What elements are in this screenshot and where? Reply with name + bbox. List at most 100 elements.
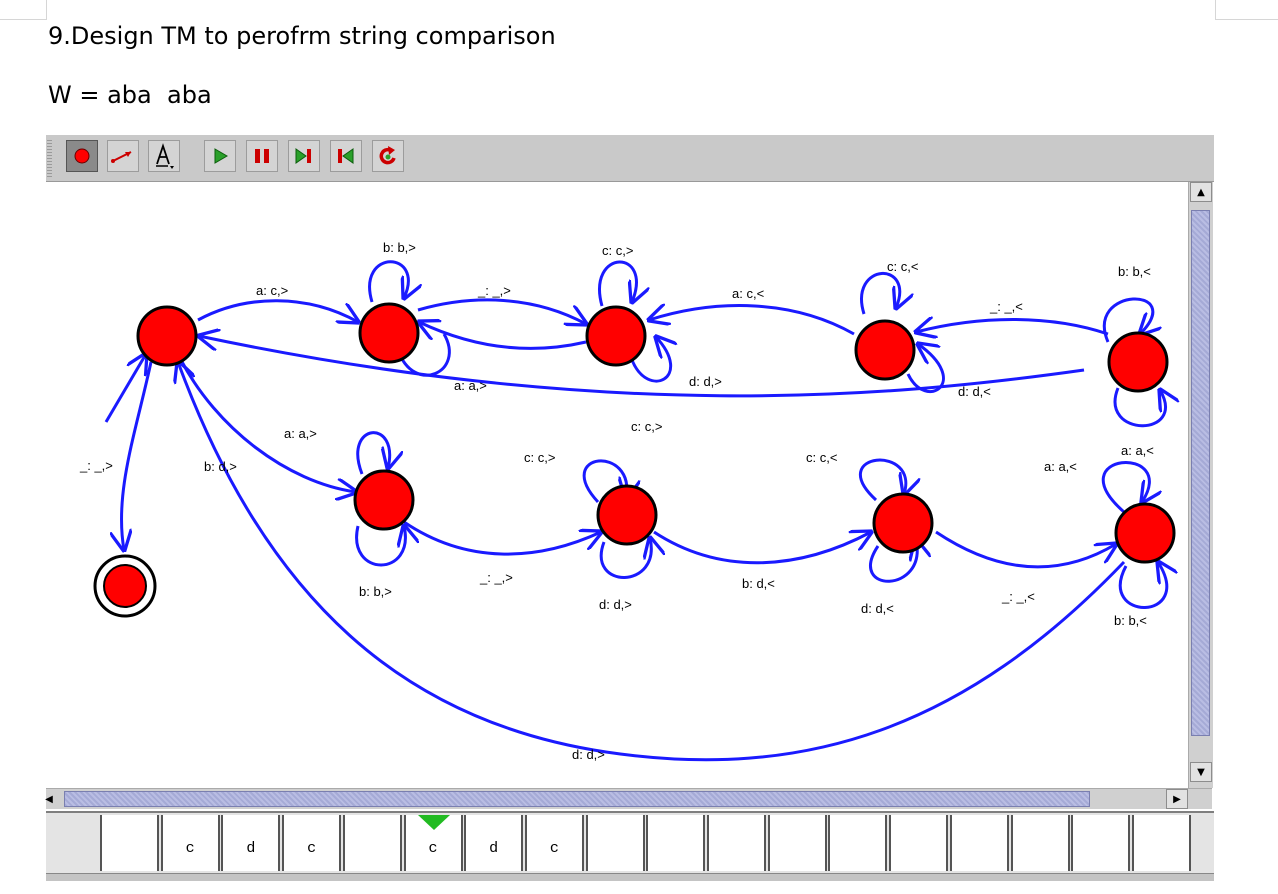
- tape-cell[interactable]: [828, 815, 888, 871]
- pause-button[interactable]: [246, 140, 278, 172]
- state-q8[interactable]: [1114, 502, 1176, 564]
- tape-cell[interactable]: [1071, 815, 1131, 871]
- label-q5-loop-bottom: b: b,>: [359, 584, 392, 599]
- edge-q7-q8[interactable]: [935, 530, 1116, 569]
- scroll-right-button[interactable]: ▶: [1166, 789, 1188, 809]
- edge-q3-q2[interactable]: [649, 306, 855, 336]
- step-forward-button[interactable]: [288, 140, 320, 172]
- state-q3[interactable]: [854, 319, 916, 381]
- edge-q4-q3[interactable]: [916, 320, 1109, 335]
- label-q2-loop-top: c: c,>: [602, 243, 633, 258]
- loop-q6-top[interactable]: [582, 459, 627, 504]
- tape-cell[interactable]: [707, 815, 766, 871]
- step-back-button[interactable]: [330, 140, 362, 172]
- loop-q6-bottom[interactable]: [600, 538, 651, 579]
- label-q6-loop-top: c: c,>: [524, 450, 555, 465]
- transition-tool-button[interactable]: [107, 140, 139, 172]
- loop-q3-bottom[interactable]: [906, 344, 945, 394]
- tape-scrollbar[interactable]: [46, 873, 1214, 881]
- tape-cell[interactable]: c: [524, 815, 584, 871]
- edge-q8-q0[interactable]: [178, 362, 1126, 762]
- tape-cell[interactable]: [585, 815, 645, 871]
- tape-cell[interactable]: [100, 815, 159, 871]
- edge-q0-q5[interactable]: [179, 359, 356, 492]
- tape-cell[interactable]: [1010, 815, 1070, 871]
- label-q4-q3: _: _,<: [989, 299, 1023, 314]
- state-q2[interactable]: [585, 305, 647, 367]
- letter-a-icon: [156, 143, 174, 169]
- diagram-canvas[interactable]: a: c,> b: b,> _: _,> c: c,> a: a,> d: d,…: [46, 182, 1188, 788]
- scroll-up-button[interactable]: ▲: [1190, 182, 1212, 202]
- page-corner-left-h: [0, 19, 46, 20]
- state-q5[interactable]: [353, 469, 415, 531]
- loop-q1-top[interactable]: [368, 260, 409, 302]
- play-icon: [214, 148, 228, 164]
- label-q5-q6: _: _,>: [479, 570, 513, 585]
- loop-q3-top[interactable]: [860, 272, 900, 315]
- state-tool-button[interactable]: [66, 140, 98, 172]
- tape-cell[interactable]: [646, 815, 706, 871]
- edge-q0-final[interactable]: [121, 361, 153, 550]
- edge-q1-q2[interactable]: [417, 298, 586, 324]
- loop-q5-top[interactable]: [356, 431, 390, 475]
- tape-cell[interactable]: c: [403, 815, 463, 871]
- label-q4-loop: b: b,<: [1118, 264, 1151, 279]
- edge-q4-q0[interactable]: [199, 336, 1085, 398]
- loop-q7-top[interactable]: [858, 458, 905, 502]
- loop-q8-bottom[interactable]: [1118, 562, 1166, 609]
- tape-cell[interactable]: [767, 815, 827, 871]
- vertical-scroll-thumb[interactable]: [1191, 210, 1210, 736]
- page-corner-left: [46, 0, 47, 20]
- horizontal-scroll-thumb[interactable]: [64, 791, 1090, 807]
- loop-q5-bottom[interactable]: [355, 526, 406, 567]
- state-q7[interactable]: [872, 492, 934, 554]
- tape-head-marker: [417, 815, 450, 830]
- state-q6[interactable]: [596, 484, 658, 546]
- edge-q6-q7[interactable]: [653, 532, 871, 565]
- tape-cell[interactable]: d: [221, 815, 281, 871]
- tape-cell[interactable]: c: [282, 815, 342, 871]
- scroll-left-button[interactable]: ◀: [45, 793, 53, 805]
- tape-cell[interactable]: [949, 815, 1009, 871]
- scroll-down-button[interactable]: ▼: [1190, 762, 1212, 782]
- loop-q7-bottom[interactable]: [869, 540, 918, 583]
- tape-cell[interactable]: [1131, 815, 1191, 871]
- label-q3-q2: a: c,<: [732, 286, 764, 301]
- label-q0-final: _: _,>: [79, 458, 113, 473]
- label-q3-loop: c: c,<: [887, 259, 918, 274]
- label-q7-loop-top: c: c,<: [806, 450, 837, 465]
- text-tool-button[interactable]: [148, 140, 180, 172]
- tape-cell[interactable]: [889, 815, 949, 871]
- pause-icon: [255, 149, 269, 163]
- tape-cell[interactable]: c: [160, 815, 220, 871]
- loop-q2-top[interactable]: [598, 260, 637, 306]
- label-q2-loop-bottom: d: d,>: [689, 374, 722, 389]
- loop-q1-bottom[interactable]: [396, 333, 451, 377]
- page-corner-right-h: [1216, 19, 1278, 20]
- label-q0-q1: a: c,>: [256, 283, 288, 298]
- state-final[interactable]: [93, 554, 157, 618]
- reset-icon: [379, 146, 396, 165]
- tape-cell[interactable]: [342, 815, 402, 871]
- loop-q4-bottom[interactable]: [1113, 388, 1165, 428]
- loop-q4-top[interactable]: [1102, 297, 1152, 343]
- state-q1[interactable]: [358, 302, 420, 364]
- loop-q8-top[interactable]: [1101, 461, 1149, 514]
- horizontal-scrollbar[interactable]: ◀ ▶: [45, 788, 1212, 809]
- page-corner-right: [1215, 0, 1216, 20]
- label-q3-loop-bottom: d: d,<: [958, 384, 991, 399]
- state-q4[interactable]: [1107, 331, 1169, 393]
- step-forward-icon: [295, 148, 311, 164]
- edge-q0-q1[interactable]: [197, 299, 358, 322]
- edge-q2-q1[interactable]: [419, 322, 587, 350]
- document-title: 9.Design TM to perofrm string comparison: [48, 22, 556, 50]
- toolbar-grip[interactable]: [47, 139, 52, 177]
- loop-q2-bottom[interactable]: [630, 337, 671, 383]
- edge-q5-q6[interactable]: [403, 520, 601, 556]
- document-subtitle: W = aba aba: [48, 81, 212, 109]
- play-button[interactable]: [204, 140, 236, 172]
- state-q0[interactable]: [136, 305, 198, 367]
- reset-button[interactable]: [372, 140, 404, 172]
- vertical-scrollbar[interactable]: ▲ ▼: [1188, 182, 1213, 788]
- tape-cell[interactable]: d: [464, 815, 524, 871]
